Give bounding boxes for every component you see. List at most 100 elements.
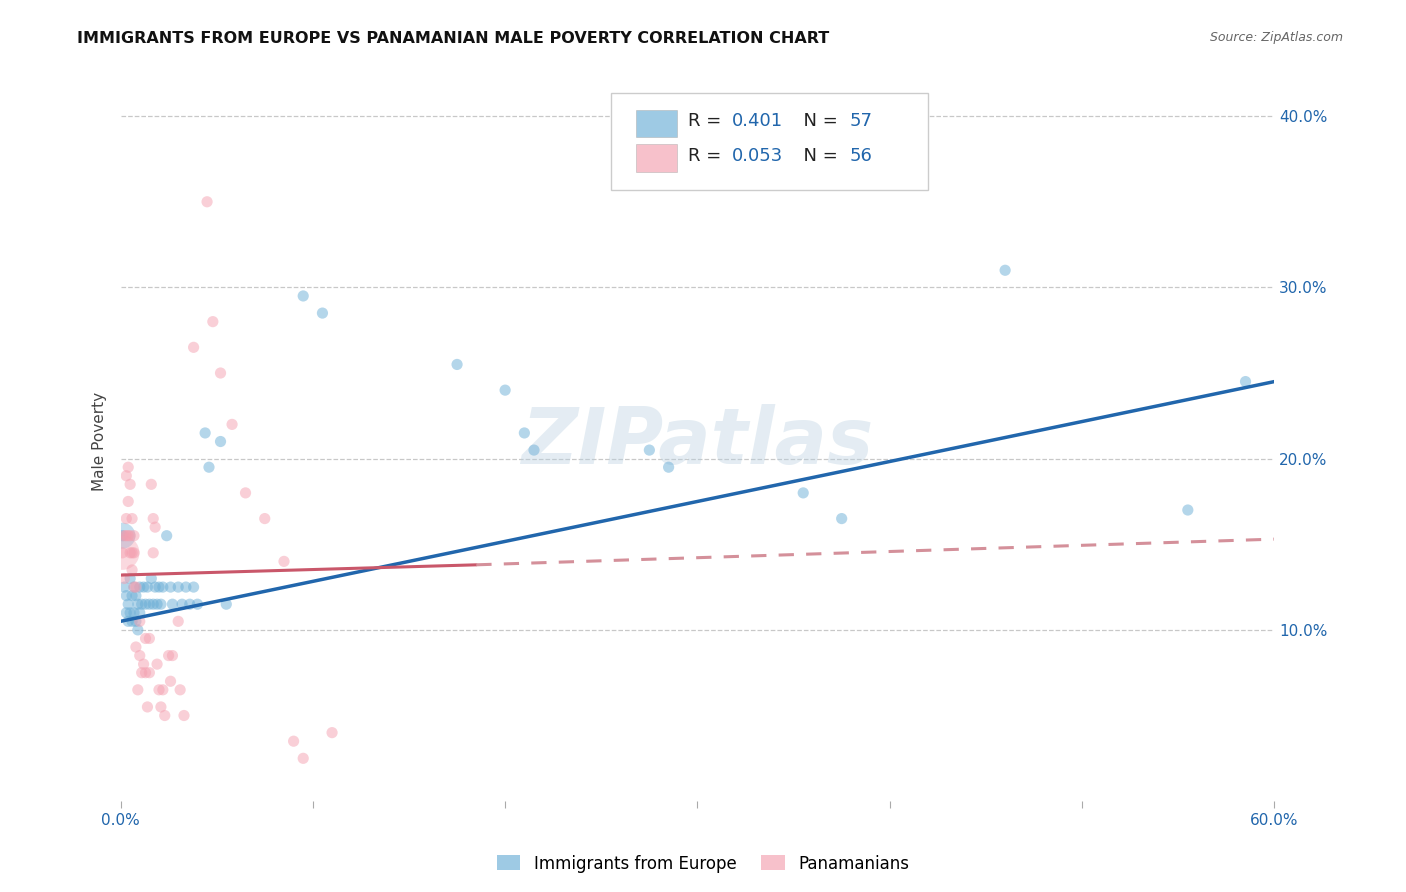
Point bbox=[111, 546, 134, 560]
Point bbox=[201, 315, 224, 329]
Point bbox=[143, 580, 166, 594]
Text: 0.053: 0.053 bbox=[733, 147, 783, 165]
Point bbox=[162, 648, 184, 663]
Point bbox=[146, 597, 169, 611]
Point bbox=[143, 520, 166, 534]
Point bbox=[321, 725, 343, 739]
Y-axis label: Male Poverty: Male Poverty bbox=[93, 392, 107, 491]
Point bbox=[221, 417, 243, 432]
Point bbox=[128, 606, 150, 620]
Point bbox=[112, 572, 135, 586]
Point bbox=[283, 734, 305, 748]
Point bbox=[179, 597, 201, 611]
Point bbox=[111, 529, 134, 543]
Legend: Immigrants from Europe, Panamanians: Immigrants from Europe, Panamanians bbox=[491, 848, 915, 880]
Point bbox=[112, 580, 135, 594]
Point bbox=[209, 434, 232, 449]
Point bbox=[149, 597, 172, 611]
Point bbox=[235, 486, 257, 500]
Point bbox=[138, 665, 160, 680]
Point bbox=[131, 597, 153, 611]
Point bbox=[128, 615, 150, 629]
Point bbox=[122, 529, 145, 543]
Point bbox=[141, 572, 163, 586]
Point bbox=[136, 580, 159, 594]
Point bbox=[1234, 375, 1257, 389]
FancyBboxPatch shape bbox=[637, 145, 676, 172]
Point bbox=[174, 580, 197, 594]
Point bbox=[170, 597, 193, 611]
Point bbox=[159, 580, 181, 594]
Point bbox=[209, 366, 232, 380]
Point bbox=[198, 460, 221, 475]
Point bbox=[135, 597, 157, 611]
Point bbox=[658, 460, 681, 475]
Point bbox=[195, 194, 218, 209]
Point bbox=[292, 289, 315, 303]
Point bbox=[136, 700, 159, 714]
Point bbox=[131, 665, 153, 680]
Point bbox=[273, 554, 295, 568]
Point bbox=[120, 546, 142, 560]
Point bbox=[121, 563, 143, 577]
Point bbox=[149, 700, 172, 714]
Text: N =: N = bbox=[792, 147, 844, 165]
Point bbox=[111, 529, 134, 543]
Point bbox=[125, 615, 148, 629]
Point bbox=[122, 546, 145, 560]
Point bbox=[523, 443, 546, 458]
Point bbox=[994, 263, 1017, 277]
Point bbox=[135, 665, 157, 680]
Point bbox=[194, 425, 217, 440]
Point bbox=[513, 425, 536, 440]
Point bbox=[127, 597, 149, 611]
Point bbox=[831, 511, 853, 525]
Point bbox=[186, 597, 208, 611]
Point bbox=[183, 340, 205, 354]
Point bbox=[117, 494, 139, 508]
Point bbox=[120, 572, 142, 586]
Point bbox=[167, 580, 190, 594]
Text: ZIPatlas: ZIPatlas bbox=[522, 403, 873, 480]
Point bbox=[792, 486, 814, 500]
Point bbox=[121, 511, 143, 525]
Point bbox=[122, 580, 145, 594]
Text: IMMIGRANTS FROM EUROPE VS PANAMANIAN MALE POVERTY CORRELATION CHART: IMMIGRANTS FROM EUROPE VS PANAMANIAN MAL… bbox=[77, 31, 830, 46]
Point bbox=[128, 648, 150, 663]
Text: Source: ZipAtlas.com: Source: ZipAtlas.com bbox=[1209, 31, 1343, 45]
Point bbox=[112, 529, 135, 543]
Point bbox=[138, 632, 160, 646]
Point bbox=[1177, 503, 1199, 517]
Point bbox=[120, 529, 142, 543]
Point bbox=[122, 580, 145, 594]
Point bbox=[138, 597, 160, 611]
Point bbox=[638, 443, 661, 458]
Point bbox=[494, 383, 516, 397]
Point bbox=[159, 674, 181, 689]
Point bbox=[120, 477, 142, 491]
FancyBboxPatch shape bbox=[612, 93, 928, 190]
Point bbox=[142, 597, 165, 611]
Point bbox=[121, 615, 143, 629]
Point bbox=[128, 580, 150, 594]
Point bbox=[142, 546, 165, 560]
Point bbox=[120, 606, 142, 620]
Point bbox=[121, 546, 143, 560]
Point bbox=[148, 580, 170, 594]
Legend: R = 0.401   N = 57, R = 0.053   N = 56: R = 0.401 N = 57, R = 0.053 N = 56 bbox=[690, 98, 920, 166]
Point bbox=[446, 358, 468, 372]
Point bbox=[153, 708, 176, 723]
Point bbox=[173, 708, 195, 723]
Point bbox=[117, 460, 139, 475]
Point bbox=[115, 529, 138, 543]
Text: R =: R = bbox=[688, 112, 727, 130]
Point bbox=[115, 511, 138, 525]
Point bbox=[122, 606, 145, 620]
Text: 56: 56 bbox=[849, 147, 873, 165]
Point bbox=[292, 751, 315, 765]
Point bbox=[127, 682, 149, 697]
Point bbox=[169, 682, 191, 697]
Point bbox=[117, 615, 139, 629]
Point bbox=[111, 546, 134, 560]
Point bbox=[183, 580, 205, 594]
